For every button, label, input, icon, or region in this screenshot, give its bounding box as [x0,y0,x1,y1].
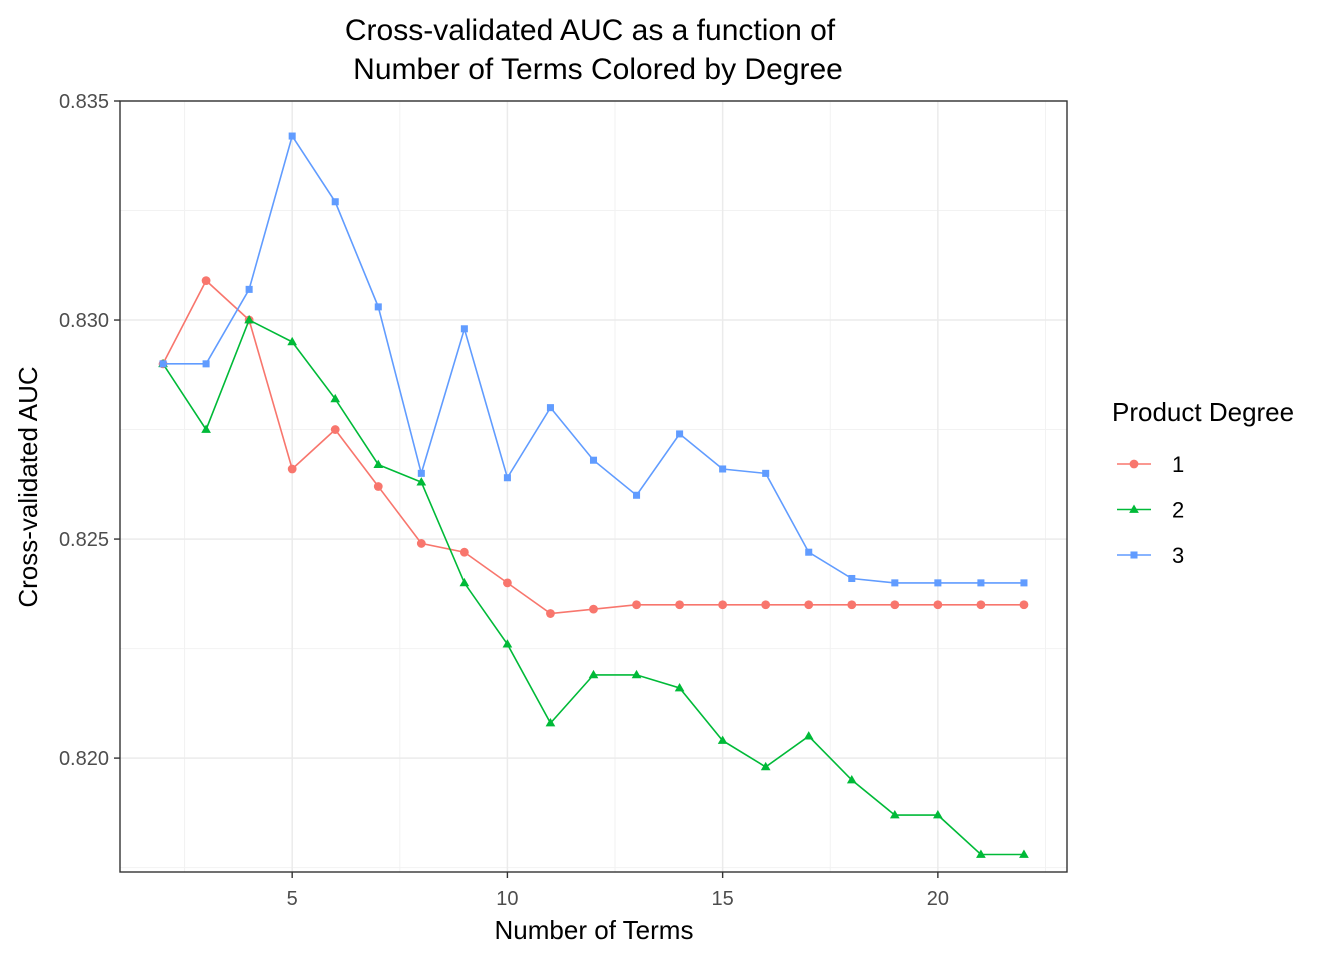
data-point-series-3 [202,360,210,368]
data-point-series-1 [890,600,900,610]
legend-key-marker [1129,504,1139,513]
plot-panel-border [119,100,1068,873]
data-point-series-3 [719,465,727,473]
chart-title-line-1: Cross-validated AUC as a function of [345,14,836,47]
legend-title: Product Degree [1112,397,1294,427]
data-point-series-2 [760,761,771,771]
data-point-series-1 [459,547,469,557]
data-point-series-1 [761,600,771,610]
data-point-series-1 [201,276,211,286]
data-point-series-2 [631,669,642,679]
data-point-series-2 [674,682,685,692]
data-point-series-3 [805,548,813,556]
data-point-series-1 [804,600,814,610]
data-point-series-2 [459,577,470,587]
data-point-series-3 [762,469,770,477]
x-axis-title: Number of Terms [495,915,694,945]
y-tick-label: 0.825 [59,529,109,551]
data-point-series-3 [589,456,598,464]
legend-label: 3 [1172,543,1184,568]
data-point-series-2 [502,639,513,648]
data-point-series-2 [545,718,556,727]
y-tick-label: 0.820 [59,748,109,770]
data-point-series-1 [933,600,943,610]
data-point-series-3 [331,198,339,206]
y-axis-title: Cross-validated AUC [13,366,43,607]
chart-title-line-2: Number of Terms Colored by Degree [353,53,843,86]
data-point-series-3 [934,579,942,587]
series-layer [158,132,1029,858]
data-point-series-2 [287,336,298,346]
data-point-series-3 [546,404,554,412]
grid-lines [120,100,1067,872]
data-point-series-3 [374,303,382,311]
data-point-series-3 [460,325,468,333]
x-tick-label: 15 [712,888,734,910]
data-point-series-2 [933,810,943,819]
data-point-series-2 [330,393,341,403]
data-point-series-1 [718,600,728,610]
legend-entry-3: 3 [1117,543,1184,568]
data-point-series-1 [1019,600,1029,610]
legend-key-marker [1130,551,1138,559]
data-point-series-3 [159,360,167,368]
data-point-series-3 [288,132,296,140]
data-point-series-3 [503,474,511,482]
data-point-series-1 [373,482,383,491]
data-point-series-3 [417,469,425,477]
data-point-series-3 [676,430,684,438]
data-point-series-3 [977,579,985,587]
data-point-series-2 [976,849,986,858]
data-point-series-1 [416,539,426,548]
legend-label: 2 [1172,498,1184,523]
data-point-series-1 [330,425,340,434]
data-point-series-1 [675,600,684,610]
legend-entry-2: 2 [1117,498,1184,523]
data-point-series-2 [373,459,384,468]
data-point-series-3 [848,574,856,583]
data-point-series-2 [416,477,427,486]
data-point-series-3 [1020,579,1028,587]
series-2 [158,315,1029,858]
x-tick-label: 10 [496,888,518,910]
data-point-series-1 [632,600,641,610]
data-point-series-1 [503,578,512,588]
data-point-series-1 [976,600,986,610]
legend-entry-1: 1 [1117,452,1184,477]
legend-label: 1 [1172,452,1184,477]
data-point-series-2 [889,810,900,819]
series-1 [158,276,1029,618]
axis-ticks: 5 10 15 20 0.820 0.825 0.830 0.835 [59,91,949,910]
data-point-series-1 [589,604,598,614]
series-3 [159,132,1028,587]
x-tick-label: 20 [927,888,949,910]
data-point-series-3 [633,491,641,499]
y-tick-label: 0.830 [59,310,109,332]
x-tick-label: 5 [287,888,298,910]
data-point-series-2 [588,669,599,679]
data-point-series-2 [846,774,857,784]
data-point-series-3 [245,285,253,293]
data-point-series-1 [847,600,857,610]
data-point-series-2 [717,735,728,744]
data-point-series-2 [803,731,814,740]
y-tick-label: 0.835 [59,91,109,113]
legend: Product Degree 1 2 3 [1112,397,1294,568]
data-point-series-2 [244,315,254,324]
data-point-series-3 [891,579,899,587]
data-point-series-2 [201,424,211,433]
data-point-series-2 [1019,849,1029,858]
data-point-series-1 [287,464,297,474]
legend-key-marker [1129,459,1139,469]
data-point-series-1 [546,609,555,618]
